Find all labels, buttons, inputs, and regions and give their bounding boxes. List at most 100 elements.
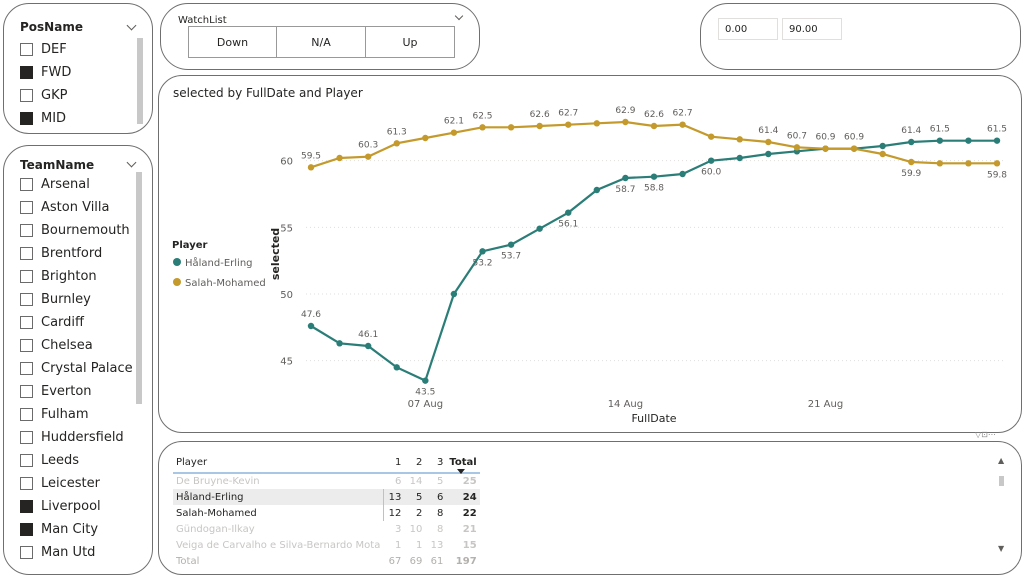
checkbox-icon[interactable] — [20, 43, 33, 56]
team-slicer-item[interactable]: Huddersfield — [20, 426, 133, 449]
pos-slicer-item[interactable]: GKP — [20, 84, 71, 107]
data-point — [336, 340, 343, 347]
checkbox-icon[interactable] — [20, 546, 33, 559]
checkbox-icon[interactable] — [20, 201, 33, 214]
data-point — [393, 364, 400, 371]
team-slicer-item[interactable]: Man Utd — [20, 541, 133, 564]
team-slicer-scrollbar[interactable] — [136, 172, 142, 404]
header-player[interactable]: Player — [176, 457, 208, 468]
chevron-down-icon[interactable] — [454, 11, 464, 21]
team-slicer-item[interactable]: Arsenal — [20, 173, 133, 196]
range-max-input[interactable]: 90.00 — [782, 18, 842, 40]
checkbox-icon[interactable] — [20, 89, 33, 102]
data-label: 56.1 — [558, 220, 578, 230]
chevron-down-icon[interactable] — [126, 20, 137, 31]
team-slicer-item[interactable]: Leeds — [20, 449, 133, 472]
header-col-1[interactable]: 1 — [394, 457, 402, 468]
team-slicer-item[interactable]: Burnley — [20, 288, 133, 311]
scroll-thumb[interactable] — [999, 476, 1004, 486]
data-label: 47.6 — [301, 310, 321, 320]
header-total-label: Total — [449, 457, 477, 468]
watchlist-na-button[interactable]: N/A — [277, 26, 366, 58]
checkbox-icon[interactable] — [20, 178, 33, 191]
header-total[interactable]: Total — [446, 453, 479, 474]
team-slicer-item-label: Liverpool — [41, 499, 101, 514]
checkbox-icon[interactable] — [20, 385, 33, 398]
team-slicer-item-label: Cardiff — [41, 315, 84, 330]
checkbox-checked-icon[interactable] — [20, 523, 33, 536]
team-slicer-item[interactable]: Fulham — [20, 403, 133, 426]
total-col-2: 69 — [409, 555, 423, 567]
team-slicer-item[interactable]: Everton — [20, 380, 133, 403]
team-slicer-item[interactable]: Chelsea — [20, 334, 133, 357]
matrix-visual: Player 1 2 3 Total De Bruyne-Kevin 6 14 5 25… — [158, 441, 1022, 575]
scroll-up-icon[interactable]: ▲ — [998, 456, 1005, 465]
data-point — [364, 153, 372, 160]
team-slicer-item-label: Brentford — [41, 246, 103, 261]
pos-slicer-item[interactable]: DEF — [20, 38, 71, 61]
table-row[interactable]: Veiga de Carvalho e Silva-Bernardo Mota 1… — [173, 537, 480, 553]
pos-slicer-scrollbar[interactable] — [137, 38, 143, 124]
data-label: 61.5 — [987, 125, 1007, 135]
chevron-down-icon[interactable] — [126, 157, 137, 168]
table-row[interactable]: Salah-Mohamed 12 2 8 22 — [173, 505, 480, 521]
table-row[interactable]: Gündogan-Ilkay 3 10 8 21 — [173, 521, 480, 537]
watchlist-down-button[interactable]: Down — [188, 26, 277, 58]
checkbox-icon[interactable] — [20, 293, 33, 306]
legend-entry: Håland-Erling — [185, 256, 253, 269]
visual-header-icons[interactable]: ▽⊡⋯ — [975, 430, 996, 439]
team-slicer-item[interactable]: Man City — [20, 518, 133, 541]
pos-slicer-item[interactable]: FWD — [20, 61, 71, 84]
checkbox-checked-icon[interactable] — [20, 66, 33, 79]
checkbox-checked-icon[interactable] — [20, 112, 33, 125]
data-point — [879, 142, 886, 150]
header-col-3[interactable]: 3 — [436, 457, 444, 468]
team-slicer-item-label: Leeds — [41, 453, 80, 468]
scroll-down-icon[interactable]: ▼ — [998, 544, 1005, 553]
pos-slicer-item-label: FWD — [41, 65, 72, 80]
data-label: 59.9 — [901, 169, 921, 179]
checkbox-icon[interactable] — [20, 224, 33, 237]
checkbox-icon[interactable] — [20, 247, 33, 260]
checkbox-icon[interactable] — [20, 362, 33, 375]
team-slicer-item[interactable]: Brentford — [20, 242, 133, 265]
data-label: 43.5 — [415, 388, 435, 398]
pos-slicer-item-label: GKP — [41, 88, 68, 103]
data-point — [479, 124, 486, 131]
data-point — [336, 154, 343, 162]
pos-slicer-item[interactable]: MID — [20, 107, 71, 130]
team-slicer-item[interactable]: Liverpool — [20, 495, 133, 518]
team-slicer-item[interactable]: Leicester — [20, 472, 133, 495]
total-col-1: 67 — [388, 555, 402, 567]
data-point — [507, 124, 515, 131]
data-label: 59.8 — [987, 170, 1007, 180]
watchlist-up-button[interactable]: Up — [366, 26, 455, 58]
cell-total: 24 — [446, 489, 480, 505]
checkbox-checked-icon[interactable] — [20, 500, 33, 513]
filter-icon[interactable]: ▽ — [975, 430, 982, 439]
data-label: 62.7 — [673, 109, 693, 119]
team-slicer-item[interactable]: Aston Villa — [20, 196, 133, 219]
team-slicer-item[interactable]: Crystal Palace — [20, 357, 133, 380]
table-row[interactable]: Håland-Erling 13 5 6 24 — [173, 489, 480, 505]
header-col-2[interactable]: 2 — [415, 457, 423, 468]
cell-c3: 13 — [430, 539, 444, 551]
checkbox-icon[interactable] — [20, 408, 33, 421]
data-point — [936, 160, 944, 167]
checkbox-icon[interactable] — [20, 339, 33, 352]
team-slicer-item[interactable]: Cardiff — [20, 311, 133, 334]
cell-c3: 6 — [425, 489, 447, 505]
checkbox-icon[interactable] — [20, 454, 33, 467]
checkbox-icon[interactable] — [20, 477, 33, 490]
team-slicer-item-label: Crystal Palace — [41, 361, 133, 376]
checkbox-icon[interactable] — [20, 431, 33, 444]
matrix-scrollbar[interactable]: ▲ ▼ — [998, 456, 1005, 556]
team-slicer-item[interactable]: Brighton — [20, 265, 133, 288]
range-min-input[interactable]: 0.00 — [718, 18, 778, 40]
checkbox-icon[interactable] — [20, 316, 33, 329]
table-row[interactable]: De Bruyne-Kevin 6 14 5 25 — [173, 473, 480, 489]
team-slicer-item[interactable]: Bournemouth — [20, 219, 133, 242]
checkbox-icon[interactable] — [20, 270, 33, 283]
focus-mode-icon[interactable]: ⊡ — [981, 430, 988, 439]
more-options-icon[interactable]: ⋯ — [987, 430, 996, 439]
